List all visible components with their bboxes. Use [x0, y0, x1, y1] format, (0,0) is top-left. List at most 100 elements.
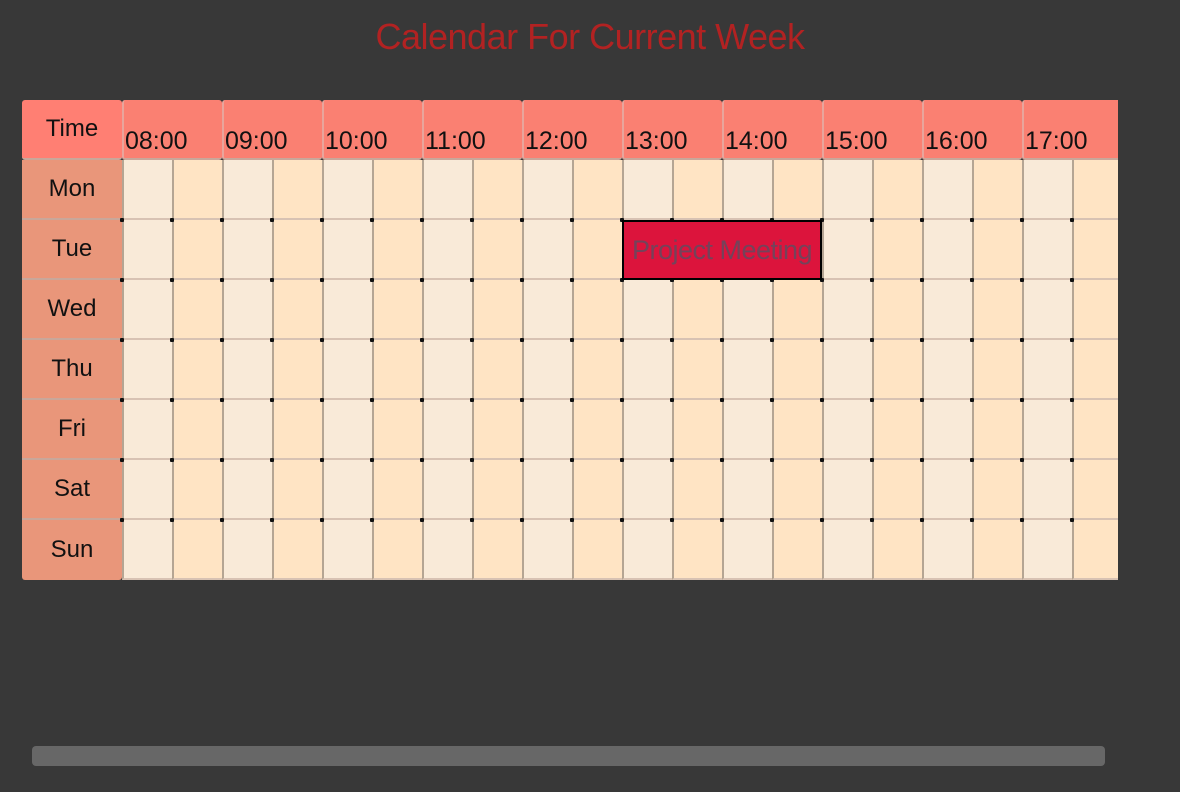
time-slot-cell[interactable] [272, 460, 322, 520]
time-slot-cell[interactable] [322, 520, 372, 580]
time-slot-cell[interactable] [322, 460, 372, 520]
time-slot-cell[interactable] [122, 280, 172, 340]
time-slot-cell[interactable] [1072, 340, 1118, 400]
time-slot-cell[interactable] [672, 340, 722, 400]
time-slot-cell[interactable] [122, 160, 172, 220]
time-slot-cell[interactable] [472, 340, 522, 400]
time-slot-cell[interactable] [272, 520, 322, 580]
time-slot-cell[interactable] [272, 400, 322, 460]
time-slot-cell[interactable] [272, 280, 322, 340]
time-slot-cell[interactable] [822, 340, 872, 400]
time-slot-cell[interactable] [472, 460, 522, 520]
time-slot-cell[interactable] [322, 400, 372, 460]
time-slot-cell[interactable] [372, 340, 422, 400]
time-slot-cell[interactable] [172, 280, 222, 340]
time-slot-cell[interactable] [822, 460, 872, 520]
time-slot-cell[interactable] [222, 460, 272, 520]
time-slot-cell[interactable] [222, 400, 272, 460]
time-slot-cell[interactable] [322, 340, 372, 400]
time-slot-cell[interactable] [272, 220, 322, 280]
time-slot-cell[interactable] [572, 520, 622, 580]
time-slot-cell[interactable] [522, 220, 572, 280]
time-slot-cell[interactable] [972, 160, 1022, 220]
time-slot-cell[interactable] [972, 520, 1022, 580]
time-slot-cell[interactable] [922, 400, 972, 460]
time-slot-cell[interactable] [422, 520, 472, 580]
time-slot-cell[interactable] [972, 460, 1022, 520]
time-slot-cell[interactable] [1072, 520, 1118, 580]
time-slot-cell[interactable] [422, 160, 472, 220]
time-slot-cell[interactable] [1022, 160, 1072, 220]
time-slot-cell[interactable] [572, 220, 622, 280]
time-slot-cell[interactable] [872, 340, 922, 400]
time-slot-cell[interactable] [722, 520, 772, 580]
time-slot-cell[interactable] [672, 280, 722, 340]
time-slot-cell[interactable] [222, 160, 272, 220]
time-slot-cell[interactable] [772, 340, 822, 400]
time-slot-cell[interactable] [172, 400, 222, 460]
time-slot-cell[interactable] [672, 520, 722, 580]
time-slot-cell[interactable] [1022, 400, 1072, 460]
time-slot-cell[interactable] [322, 280, 372, 340]
time-slot-cell[interactable] [772, 160, 822, 220]
time-slot-cell[interactable] [1072, 220, 1118, 280]
time-slot-cell[interactable] [572, 340, 622, 400]
time-slot-cell[interactable] [922, 520, 972, 580]
time-slot-cell[interactable] [1022, 520, 1072, 580]
time-slot-cell[interactable] [622, 340, 672, 400]
time-slot-cell[interactable] [872, 400, 922, 460]
time-slot-cell[interactable] [922, 460, 972, 520]
time-slot-cell[interactable] [1072, 460, 1118, 520]
time-slot-cell[interactable] [822, 400, 872, 460]
time-slot-cell[interactable] [1022, 460, 1072, 520]
time-slot-cell[interactable] [722, 280, 772, 340]
time-slot-cell[interactable] [472, 220, 522, 280]
time-slot-cell[interactable] [1022, 220, 1072, 280]
time-slot-cell[interactable] [422, 280, 472, 340]
time-slot-cell[interactable] [122, 460, 172, 520]
time-slot-cell[interactable] [922, 280, 972, 340]
time-slot-cell[interactable] [222, 220, 272, 280]
time-slot-cell[interactable] [1022, 280, 1072, 340]
time-slot-cell[interactable] [1072, 400, 1118, 460]
time-slot-cell[interactable] [222, 280, 272, 340]
time-slot-cell[interactable] [122, 520, 172, 580]
time-slot-cell[interactable] [1072, 280, 1118, 340]
time-slot-cell[interactable] [672, 400, 722, 460]
time-slot-cell[interactable] [422, 460, 472, 520]
time-slot-cell[interactable] [772, 520, 822, 580]
time-slot-cell[interactable] [322, 160, 372, 220]
time-slot-cell[interactable] [722, 340, 772, 400]
time-slot-cell[interactable] [372, 400, 422, 460]
horizontal-scrollbar[interactable] [32, 746, 1105, 766]
time-slot-cell[interactable] [872, 160, 922, 220]
time-slot-cell[interactable] [972, 280, 1022, 340]
time-slot-cell[interactable] [322, 220, 372, 280]
time-slot-cell[interactable] [472, 520, 522, 580]
time-slot-cell[interactable] [772, 280, 822, 340]
time-slot-cell[interactable] [572, 160, 622, 220]
time-slot-cell[interactable] [1072, 160, 1118, 220]
time-slot-cell[interactable] [172, 520, 222, 580]
time-slot-cell[interactable] [522, 340, 572, 400]
time-slot-cell[interactable] [822, 160, 872, 220]
time-slot-cell[interactable] [272, 160, 322, 220]
time-slot-cell[interactable] [572, 460, 622, 520]
time-slot-cell[interactable] [172, 460, 222, 520]
time-slot-cell[interactable] [422, 220, 472, 280]
time-slot-cell[interactable] [622, 400, 672, 460]
time-slot-cell[interactable] [772, 460, 822, 520]
time-slot-cell[interactable] [722, 160, 772, 220]
time-slot-cell[interactable] [572, 400, 622, 460]
time-slot-cell[interactable] [872, 220, 922, 280]
time-slot-cell[interactable] [272, 340, 322, 400]
time-slot-cell[interactable] [872, 520, 922, 580]
time-slot-cell[interactable] [622, 160, 672, 220]
time-slot-cell[interactable] [122, 220, 172, 280]
time-slot-cell[interactable] [372, 520, 422, 580]
time-slot-cell[interactable] [522, 460, 572, 520]
time-slot-cell[interactable] [422, 400, 472, 460]
time-slot-cell[interactable] [822, 280, 872, 340]
time-slot-cell[interactable] [172, 340, 222, 400]
time-slot-cell[interactable] [872, 280, 922, 340]
